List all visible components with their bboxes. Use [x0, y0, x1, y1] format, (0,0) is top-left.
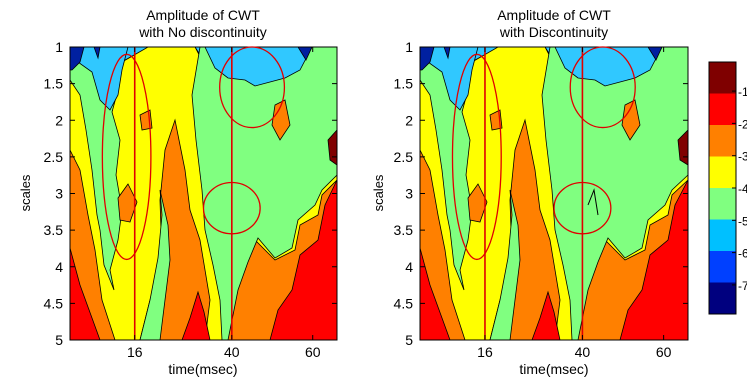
- contour-light-green: [191, 47, 337, 340]
- contour-dark-red: [677, 129, 688, 166]
- contour-blue: [297, 47, 313, 61]
- highlight-ellipse: [202, 181, 261, 235]
- contour-blue: [647, 47, 663, 61]
- colorbar-swatch: [709, 251, 736, 283]
- contour-red: [619, 179, 688, 340]
- y-tick-label: 4.5: [394, 295, 414, 311]
- colorbar-swatch: [709, 62, 736, 94]
- y-tick-label: 2.5: [394, 149, 414, 165]
- colorbar-tick-label: -4: [738, 182, 747, 196]
- y-tick-label: 3.5: [394, 222, 414, 238]
- plot-title: Amplitude of CWT: [497, 7, 611, 23]
- contour-orange: [271, 99, 291, 141]
- heatmap-area: [420, 47, 688, 340]
- colorbar-tick-label: -7: [738, 279, 747, 293]
- contour-red: [420, 247, 451, 340]
- discontinuity-mark: [587, 188, 599, 216]
- y-tick-label: 4.5: [44, 295, 64, 311]
- plot-subtitle: with No discontinuity: [138, 24, 267, 40]
- colorbar-swatch: [709, 282, 736, 315]
- y-axis-label: scales: [371, 174, 386, 211]
- highlight-ellipse: [219, 46, 286, 129]
- x-tick-label: 60: [305, 344, 321, 360]
- plot-subtitle: with Discontinuity: [499, 24, 608, 40]
- x-tick-label: 16: [477, 344, 493, 360]
- contour-light-green: [139, 189, 171, 340]
- y-tick-label: 3.5: [44, 222, 64, 238]
- plot-with-discontinuity: Amplitude of CWT with Discontinuity: [371, 7, 689, 377]
- plot-title: Amplitude of CWT: [146, 7, 260, 23]
- colorbar: -1 -2 -3 -4 -5 -6 -7: [708, 61, 747, 315]
- contour-blue: [70, 47, 85, 71]
- y-tick-label: 2: [405, 112, 413, 128]
- contour-orange: [467, 183, 488, 223]
- y-tick-label: 1.5: [44, 76, 64, 92]
- contour-red: [181, 290, 211, 340]
- heatmap-area: [70, 47, 337, 340]
- contour-red: [531, 290, 561, 340]
- colorbar-tick-label: -6: [738, 247, 747, 261]
- y-tick-label: 1: [405, 39, 413, 55]
- x-tick-label: 40: [224, 344, 240, 360]
- colorbar-tick-label: -1: [738, 85, 747, 99]
- contour-blue: [420, 47, 435, 71]
- x-tick-label: 16: [127, 344, 143, 360]
- y-tick-label: 2: [55, 112, 63, 128]
- y-tick-label: 3: [55, 186, 63, 202]
- highlight-ellipse: [451, 53, 502, 261]
- plot-no-discontinuity: Amplitude of CWT with No discontinuity: [18, 7, 338, 377]
- x-axis-label: time(msec): [168, 361, 237, 377]
- highlight-ellipse: [553, 181, 612, 235]
- highlight-ellipse: [569, 46, 636, 129]
- y-tick-label: 4: [55, 259, 63, 275]
- colorbar-tick-label: -3: [738, 150, 747, 164]
- y-tick-label: 3: [405, 186, 413, 202]
- y-tick-label: 1: [55, 39, 63, 55]
- x-axis-label: time(msec): [519, 361, 588, 377]
- annotation-layer: [101, 46, 286, 340]
- colorbar-swatch: [709, 156, 736, 189]
- colorbar-swatch: [709, 93, 736, 126]
- y-axis: 1 1.5 2 2.5 3 3.5 4 4.5 5: [44, 39, 337, 348]
- y-axis: 1 1.5 2 2.5 3 3.5 4 4.5 5: [394, 39, 688, 348]
- y-tick-label: 4: [405, 259, 413, 275]
- colorbar-ticks: -1 -2 -3 -4 -5 -6 -7: [732, 85, 747, 293]
- x-tick-label: 40: [575, 344, 591, 360]
- colorbar-tick-label: -2: [738, 117, 747, 131]
- highlight-ellipse: [101, 53, 152, 261]
- y-tick-label: 5: [405, 332, 413, 348]
- contour-red: [70, 247, 101, 340]
- y-tick-label: 1.5: [394, 76, 414, 92]
- y-axis-label: scales: [18, 174, 33, 211]
- contour-blue: [93, 47, 101, 60]
- colorbar-swatch: [709, 188, 736, 220]
- annotation-layer: [451, 46, 636, 340]
- colorbar-tick-label: -5: [738, 214, 747, 228]
- contour-light-green: [541, 47, 688, 340]
- contour-red: [269, 179, 337, 340]
- colorbar-swatch: [709, 125, 736, 157]
- x-axis: 16 40 60: [477, 47, 672, 360]
- x-tick-label: 60: [656, 344, 672, 360]
- contour-blue: [443, 47, 451, 60]
- y-tick-label: 2.5: [44, 149, 64, 165]
- colorbar-swatch: [709, 219, 736, 252]
- contour-orange: [117, 183, 138, 223]
- contour-dark-red: [327, 129, 337, 166]
- contour-light-green: [489, 189, 521, 340]
- x-axis: 16 40 60: [127, 47, 321, 360]
- y-tick-label: 5: [55, 332, 63, 348]
- colorbar-gradient: [709, 62, 736, 315]
